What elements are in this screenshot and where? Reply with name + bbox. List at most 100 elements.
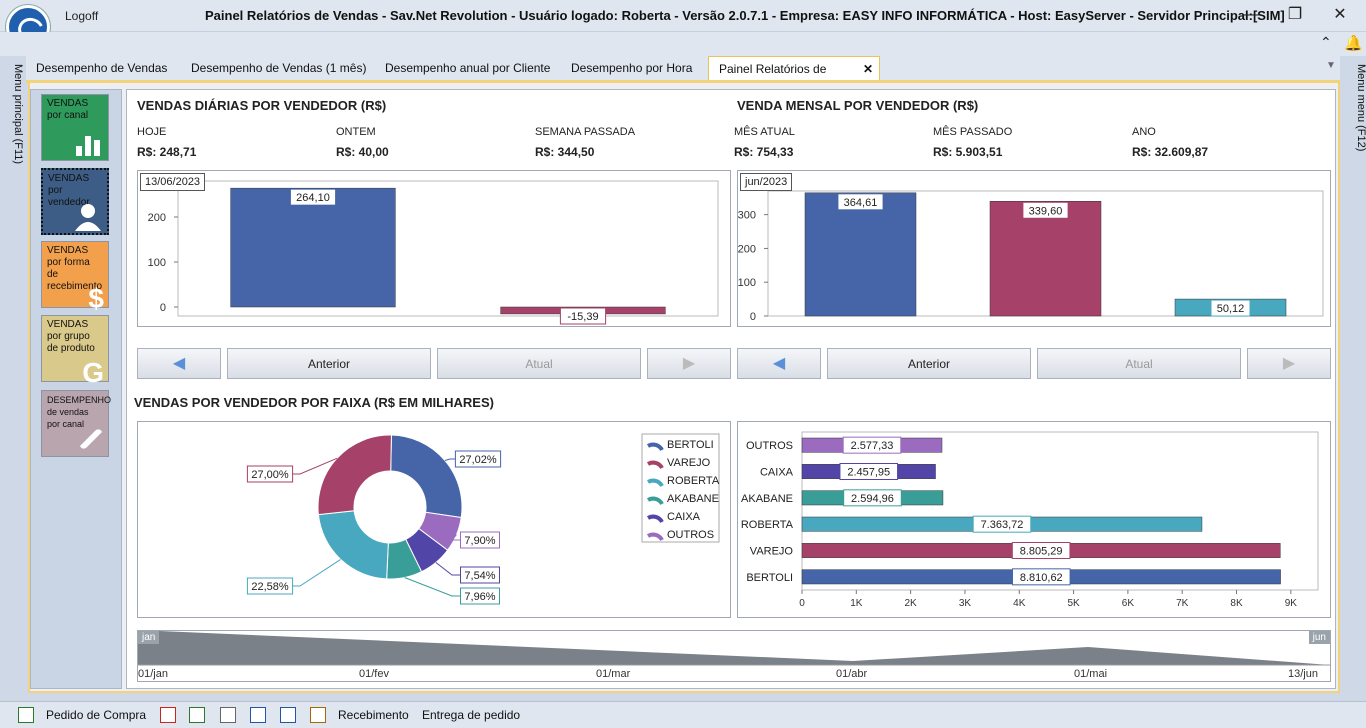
slice-data-label: 27,00% xyxy=(251,469,289,481)
x-tick-label: 4K xyxy=(1013,598,1026,609)
timeline-area xyxy=(138,631,1330,666)
tile-vendas-forma-recebimento[interactable]: VENDAS por forma de recebimento $ xyxy=(41,241,109,313)
content-area: VENDAS por canal VENDAS por vendedor VEN… xyxy=(28,83,1340,693)
close-icon[interactable]: ✕ xyxy=(1333,6,1347,23)
timeline-range-selector[interactable]: jan jun 01/jan 01/fev 01/mar 01/abr 01/m… xyxy=(137,630,1331,682)
donut-slice xyxy=(317,510,389,580)
x-tick-label: 0 xyxy=(799,598,805,609)
kpi-ano-value: R$: 32.609,87 xyxy=(1132,145,1209,159)
users-icon[interactable] xyxy=(310,707,326,723)
timeline-tick: 13/jun xyxy=(1288,668,1318,680)
y-tick-label: 100 xyxy=(148,257,166,269)
tab-desempenho-anual-cliente[interactable]: Desempenho anual por Cliente xyxy=(385,61,551,75)
timeline-start-handle[interactable]: jan xyxy=(138,631,160,644)
daily-next-arrow-button[interactable]: ▶ xyxy=(647,348,731,379)
bar-data-label-box xyxy=(289,188,337,206)
tile-title: VENDAS xyxy=(48,173,90,184)
bar-data-label: 50,12 xyxy=(1217,303,1245,315)
report-red-icon[interactable] xyxy=(160,707,176,723)
tile-title: DESEMPENHO xyxy=(47,395,112,405)
faixa-title: VENDAS POR VENDEDOR POR FAIXA (R$ EM MIL… xyxy=(134,395,494,410)
logoff-link[interactable]: Logoff xyxy=(65,9,99,23)
daily-chart-frame: 0 100 200 264,10 -15,39 13/06/2023 xyxy=(137,170,731,327)
legend-label: VAREJO xyxy=(667,457,711,469)
monthly-prev-arrow-button[interactable]: ◀ xyxy=(737,348,821,379)
kpi-semana-label: SEMANA PASSADA xyxy=(535,126,636,138)
tile-vendas-grupo-produto[interactable]: VENDAS por grupo de produto G xyxy=(41,315,109,388)
daily-atual-button[interactable]: Atual xyxy=(437,348,641,379)
timeline-tick: 01/jan xyxy=(138,668,168,680)
kpi-ano-label: ANO xyxy=(1132,126,1156,138)
tab-painel-relatorios[interactable]: Painel Relatórios de Vendas ✕ xyxy=(708,56,880,101)
donut-chart: 27,02% 7,90% 7,54% 7,96% 22,58% 27,00% BERTOLI… xyxy=(246,433,720,605)
kpi-mes-atual-value: R$: 754,33 xyxy=(734,145,794,159)
bar-data-label: 2.457,95 xyxy=(847,467,890,479)
slice-data-label-box xyxy=(454,450,502,468)
window-title: Painel Relatórios de Vendas - Sav.Net Re… xyxy=(205,8,1285,23)
x-tick-label: 3K xyxy=(959,598,972,609)
pedido-compra-button[interactable]: Pedido de Compra xyxy=(46,708,147,722)
tab-dropdown-icon[interactable]: ▼ xyxy=(1326,60,1336,71)
collapse-ribbon-icon[interactable]: ⌃ xyxy=(1320,34,1332,50)
donut-slice xyxy=(390,434,463,519)
minimize-icon[interactable]: — xyxy=(1243,6,1259,23)
status-bar: Pedido de Compra Recebimento Entrega de … xyxy=(0,701,1366,728)
kpi-semana-value: R$: 344,50 xyxy=(535,145,595,159)
pedido-compra-icon[interactable] xyxy=(18,707,34,723)
daily-anterior-button[interactable]: Anterior xyxy=(227,348,431,379)
toolstrip xyxy=(0,32,1366,56)
timeline-end-handle[interactable]: jun xyxy=(1308,631,1330,644)
bar-data-label-box xyxy=(1011,568,1071,586)
group-g-icon: G xyxy=(82,357,104,388)
bar-data-label: 264,10 xyxy=(296,192,330,204)
tab-desempenho-hora[interactable]: Desempenho por Hora xyxy=(571,61,693,75)
entrega-pedido-button[interactable]: Entrega de pedido xyxy=(422,708,521,722)
y-tick-label: 0 xyxy=(750,311,756,323)
monthly-next-arrow-button[interactable]: ▶ xyxy=(1247,348,1331,379)
word-doc-icon[interactable] xyxy=(250,707,266,723)
donut-slice xyxy=(317,434,392,516)
menu-principal-toggle[interactable]: Menu principal (F11) xyxy=(12,64,24,165)
tab-desempenho-vendas-mes[interactable]: Desempenho de Vendas (1 mês) xyxy=(191,61,367,75)
monthly-anterior-button[interactable]: Anterior xyxy=(827,348,1031,379)
x-tick-label: 8K xyxy=(1230,598,1243,609)
legend-swatch xyxy=(646,514,664,524)
notification-bell-icon[interactable]: 🔔 xyxy=(1344,35,1363,52)
recebimento-button[interactable]: Recebimento xyxy=(338,708,409,722)
title-bar xyxy=(0,0,1366,32)
legend-swatch xyxy=(646,460,664,470)
slice-data-label: 22,58% xyxy=(251,581,289,593)
spreadsheet-icon[interactable] xyxy=(189,707,205,723)
tab-strip: Desempenho de Vendas Desempenho de Venda… xyxy=(26,56,1340,101)
tile-vendas-canal[interactable]: VENDAS por canal xyxy=(41,94,109,161)
tab-desempenho-vendas[interactable]: Desempenho de Vendas xyxy=(36,61,168,75)
kpi-hoje-value: R$: 248,71 xyxy=(137,145,197,159)
tile-desempenho-canal[interactable]: DESEMPENHO de vendas por canal xyxy=(41,390,112,457)
monthly-title: VENDA MENSAL POR VENDEDOR (R$) xyxy=(737,98,979,113)
left-arrow-icon: ◀ xyxy=(772,355,786,372)
tile-subtitle: por canal xyxy=(47,110,89,121)
monthly-atual-button[interactable]: Atual xyxy=(1037,348,1241,379)
bar-data-label-box xyxy=(843,489,902,507)
legend-swatch xyxy=(646,532,664,542)
legend-label: CAIXA xyxy=(667,511,701,523)
add-document-icon[interactable] xyxy=(280,707,296,723)
tile-vendas-vendedor[interactable]: VENDAS por vendedor xyxy=(41,168,109,235)
close-tab-icon[interactable]: ✕ xyxy=(862,62,873,76)
tile-title: VENDAS xyxy=(47,245,89,256)
category-label: ROBERTA xyxy=(741,519,794,531)
plot-area xyxy=(177,180,719,317)
restore-icon[interactable]: ❐ xyxy=(1287,6,1303,23)
bar-data-label-box xyxy=(972,515,1032,533)
category-label: VAREJO xyxy=(750,546,794,558)
bar-data-label: 364,61 xyxy=(844,197,878,209)
daily-prev-arrow-button[interactable]: ◀ xyxy=(137,348,221,379)
menu-menu-toggle[interactable]: Menu menu (F12) xyxy=(1355,64,1366,152)
document-icon[interactable] xyxy=(220,707,236,723)
y-tick-label: 200 xyxy=(738,243,756,255)
y-tick-label: 200 xyxy=(148,212,166,224)
legend-label: AKABANE xyxy=(667,493,719,505)
daily-date-badge: 13/06/2023 xyxy=(140,173,206,191)
right-arrow-icon: ▶ xyxy=(1282,355,1296,372)
bar-data-label: 2.594,96 xyxy=(851,493,894,505)
